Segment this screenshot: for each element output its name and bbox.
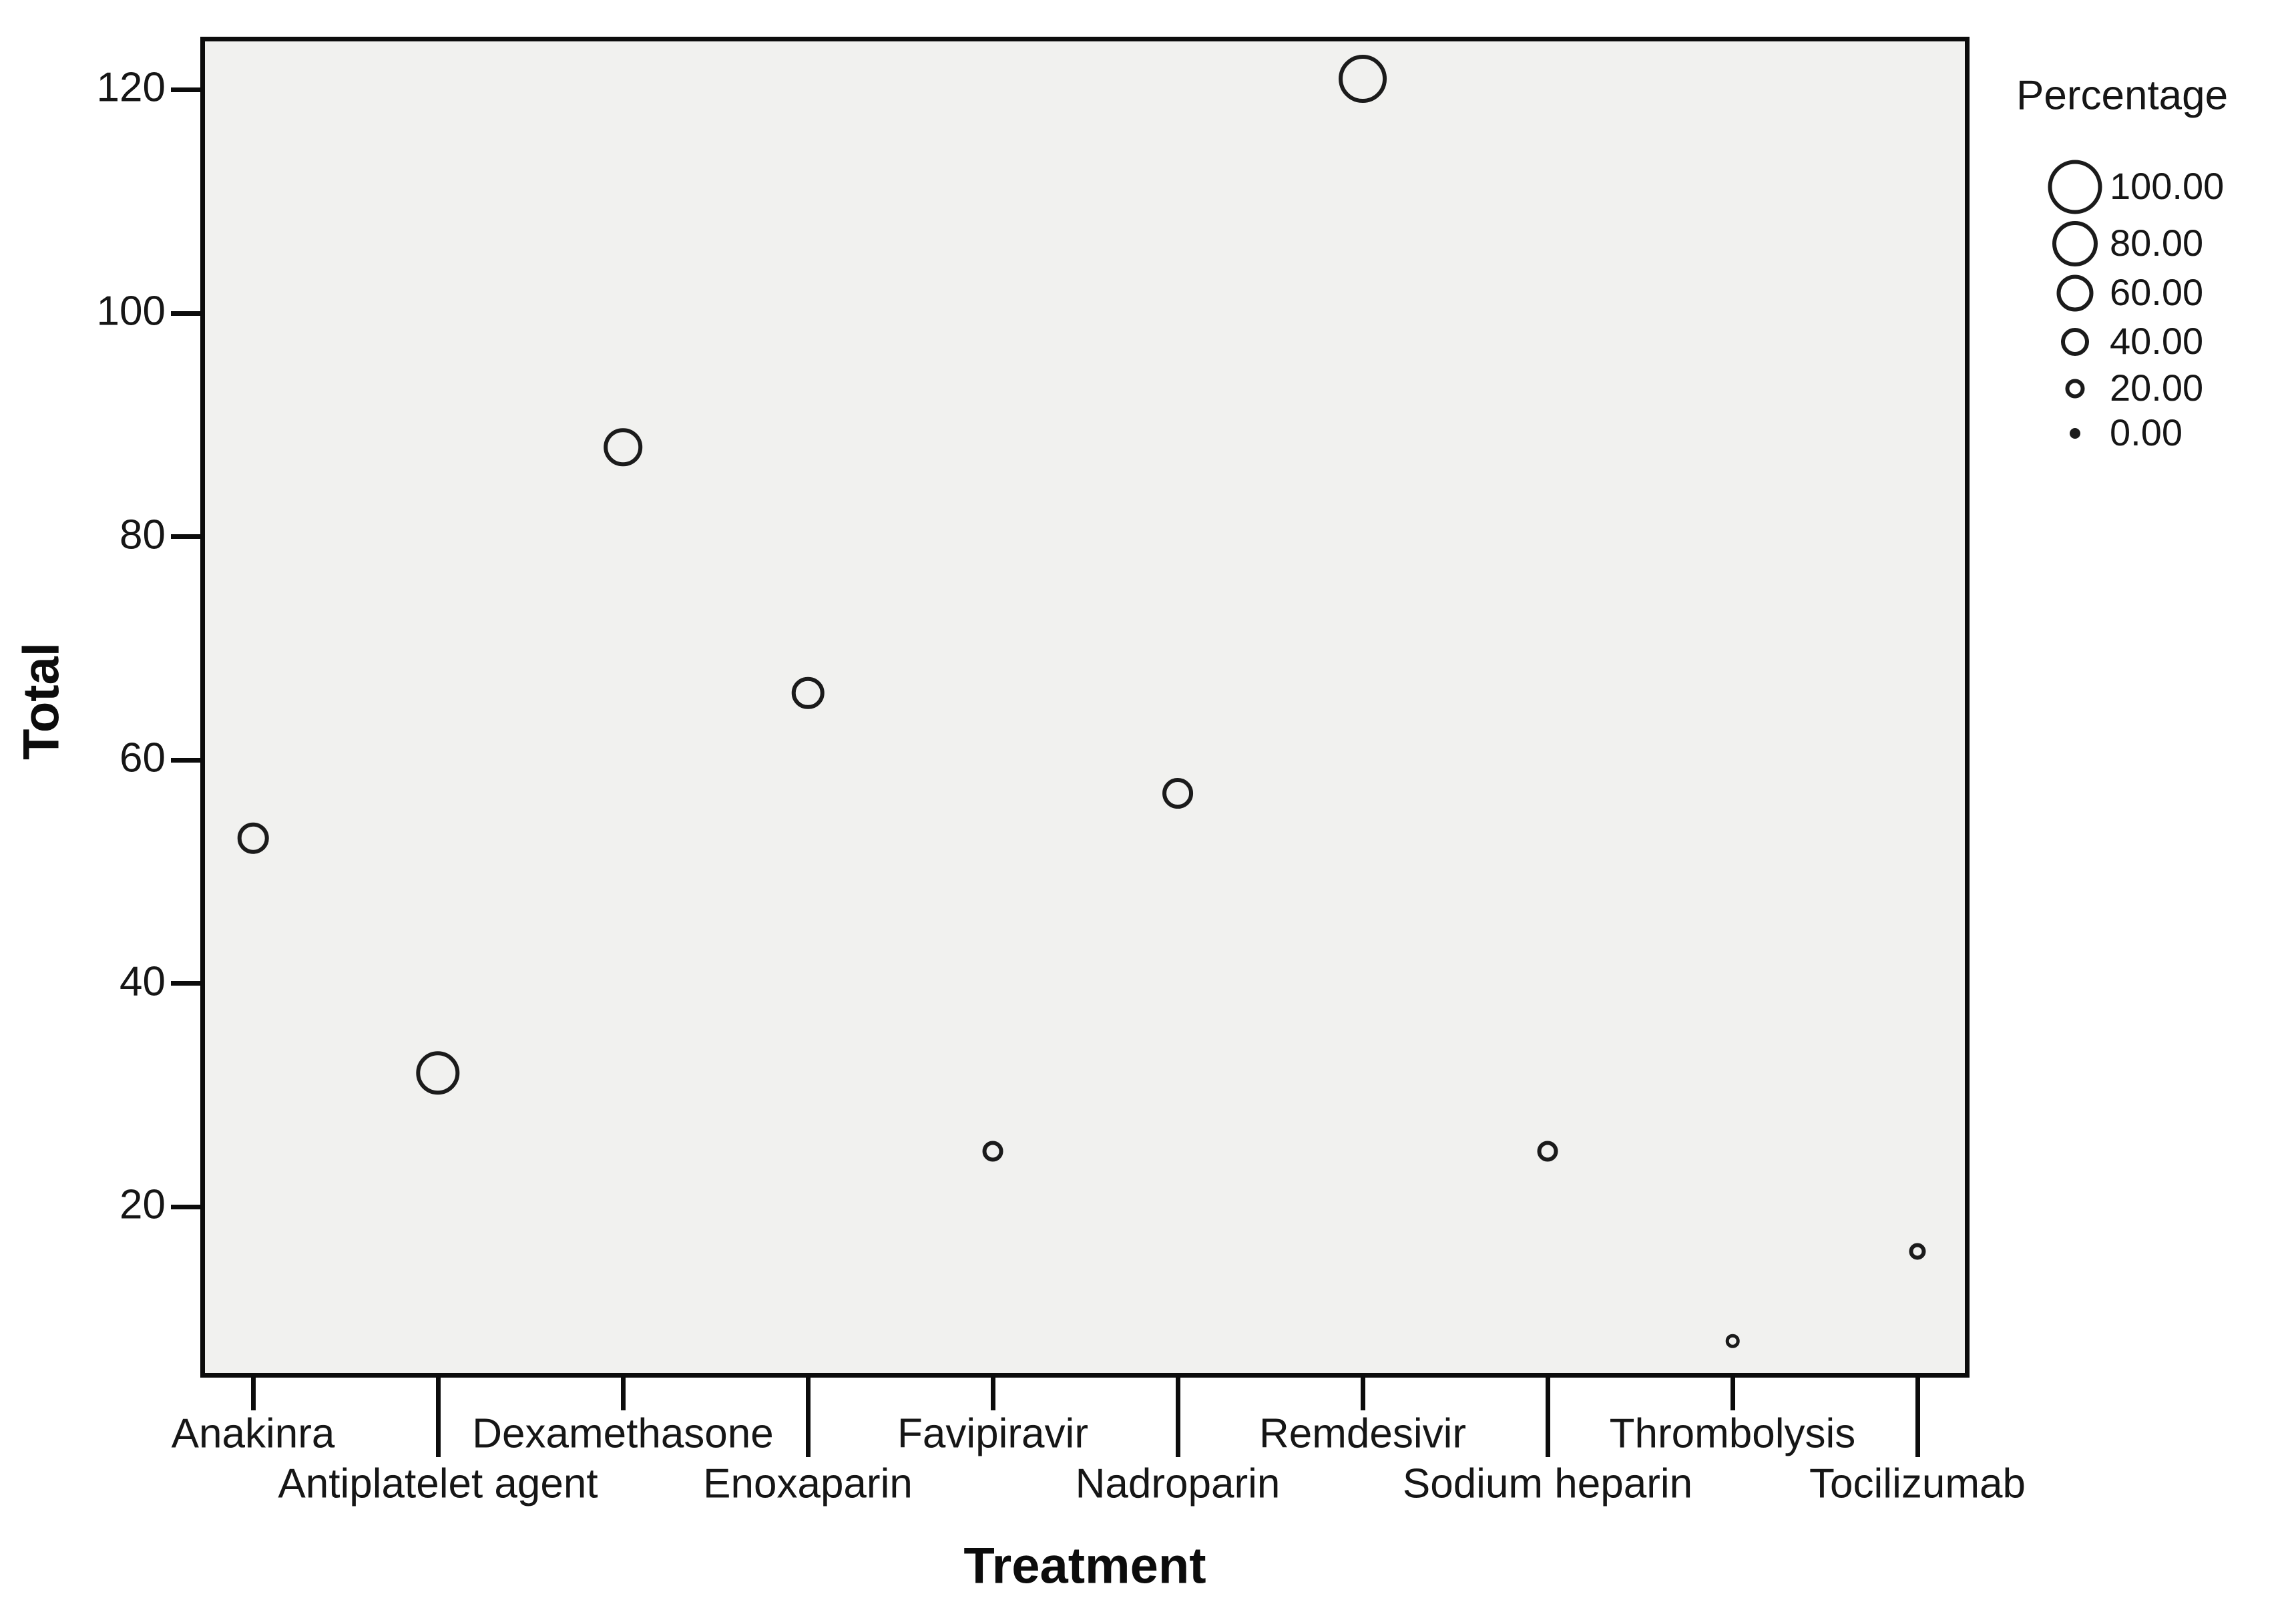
legend-value-label: 20.00 (2110, 367, 2204, 409)
y-tick-label: 100 (96, 288, 166, 335)
legend-value-label: 100.00 (2110, 165, 2225, 208)
x-category-label: Anakinra (171, 1410, 335, 1457)
y-tick-label: 120 (96, 65, 166, 112)
y-tick-label: 60 (120, 735, 166, 781)
x-tick-mark (1915, 1378, 1920, 1457)
x-category-label: Dexamethasone (472, 1410, 774, 1457)
y-tick-mark (171, 534, 200, 540)
x-category-label: Remdesivir (1258, 1410, 1467, 1457)
legend-title: Percentage (2016, 72, 2229, 119)
data-point-bubble (791, 676, 825, 710)
x-category-label: Nadroparin (1075, 1460, 1281, 1507)
legend-size-circle (2056, 274, 2094, 312)
y-tick-label: 80 (120, 512, 166, 558)
legend-size-circle (2065, 379, 2085, 399)
x-tick-mark (620, 1378, 626, 1410)
x-tick-mark (1360, 1378, 1365, 1410)
data-point-bubble (1537, 1141, 1558, 1162)
y-axis-title: Total (13, 642, 70, 760)
data-point-bubble (1909, 1243, 1926, 1260)
legend-size-circle (2052, 221, 2098, 266)
data-point-bubble (1339, 54, 1387, 103)
x-tick-mark (990, 1378, 995, 1410)
legend-value-label: 40.00 (2110, 320, 2204, 363)
data-point-bubble (982, 1141, 1003, 1162)
x-category-label: Sodium heparin (1402, 1460, 1693, 1507)
x-category-label: Enoxaparin (703, 1460, 913, 1507)
y-tick-mark (171, 981, 200, 986)
y-tick-label: 40 (120, 958, 166, 1005)
x-tick-mark (1545, 1378, 1550, 1457)
x-tick-mark (1175, 1378, 1180, 1457)
legend-value-label: 60.00 (2110, 271, 2204, 314)
legend-size-circle (2070, 428, 2080, 439)
x-category-label: Antiplatelet agent (278, 1460, 598, 1507)
x-tick-mark (250, 1378, 256, 1410)
y-tick-mark (171, 757, 200, 763)
x-category-label: Thrombolysis (1609, 1410, 1856, 1457)
legend-value-label: 80.00 (2110, 222, 2204, 264)
data-point-bubble (1725, 1334, 1740, 1348)
x-tick-mark (805, 1378, 811, 1457)
legend-size-circle (2048, 160, 2102, 214)
plot-area (200, 37, 1970, 1378)
y-tick-label: 20 (120, 1182, 166, 1229)
x-axis-title: Treatment (963, 1537, 1206, 1595)
data-point-bubble (604, 428, 642, 467)
data-point-bubble (237, 823, 269, 854)
x-category-label: Favipiravir (897, 1410, 1088, 1457)
data-point-bubble (416, 1051, 460, 1095)
data-point-bubble (1162, 778, 1193, 809)
x-category-label: Tocilizumab (1809, 1460, 2026, 1507)
x-tick-mark (435, 1378, 441, 1457)
y-tick-mark (171, 311, 200, 316)
legend-size-circle (2061, 328, 2089, 356)
x-tick-mark (1730, 1378, 1735, 1410)
legend-value-label: 0.00 (2110, 411, 2183, 454)
y-tick-mark (171, 87, 200, 92)
y-tick-mark (171, 1204, 200, 1209)
